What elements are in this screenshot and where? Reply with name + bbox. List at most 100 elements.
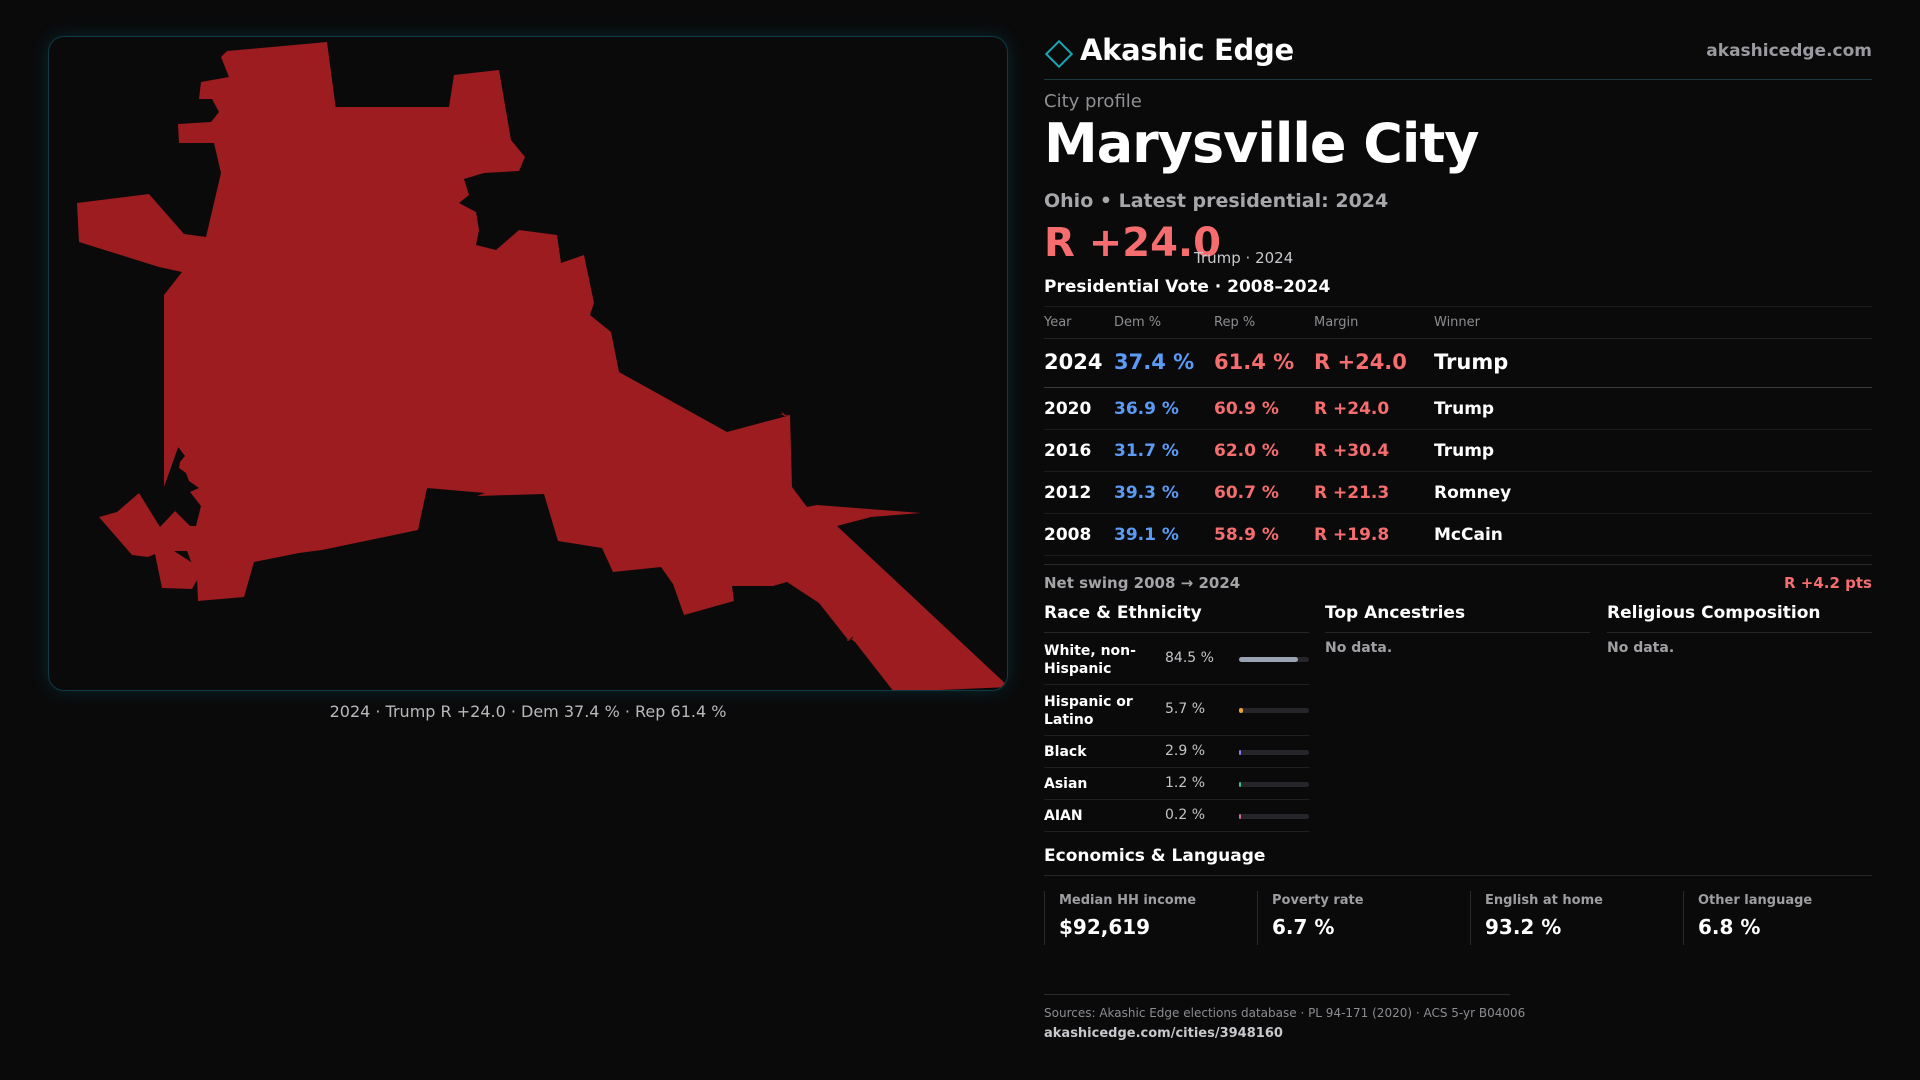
- ancestry-section-title: Top Ancestries: [1325, 603, 1466, 623]
- table-row: 2008 39.1 % 58.9 % R +19.8 McCain: [1044, 514, 1872, 556]
- race-pct: 0.2 %: [1165, 807, 1206, 823]
- race-bar-track: [1239, 657, 1309, 662]
- page-eyebrow: City profile: [1044, 91, 1142, 112]
- religion-divider: [1607, 632, 1872, 633]
- net-swing-value: R +4.2 pts: [1784, 574, 1872, 592]
- table-row: 2016 31.7 % 62.0 % R +30.4 Trump: [1044, 430, 1872, 472]
- row-year: 2016: [1044, 441, 1092, 461]
- race-pct: 5.7 %: [1165, 701, 1206, 717]
- race-label: Black: [1044, 744, 1087, 760]
- stat-value: 6.7 %: [1272, 915, 1335, 939]
- table-row: 2012 39.3 % 60.7 % R +21.3 Romney: [1044, 472, 1872, 514]
- race-pct: 2.9 %: [1165, 743, 1206, 759]
- race-bar-fill: [1239, 750, 1241, 755]
- race-divider: [1044, 632, 1309, 633]
- religion-section-title: Religious Composition: [1607, 603, 1821, 623]
- race-label: Hispanic or Latino: [1044, 694, 1133, 728]
- row-margin: R +24.0: [1314, 350, 1407, 374]
- race-row: Asian 1.2 %: [1044, 768, 1309, 800]
- stat-card-english: English at home 93.2 %: [1470, 891, 1677, 945]
- row-winner: McCain: [1434, 525, 1503, 545]
- col-dem: Dem %: [1114, 315, 1162, 330]
- row-dem: 39.3 %: [1114, 483, 1179, 503]
- race-bar-fill: [1239, 782, 1241, 787]
- net-swing-label: Net swing 2008 → 2024: [1044, 574, 1241, 592]
- race-bar-fill: [1239, 708, 1243, 713]
- diamond-icon: [1044, 39, 1074, 69]
- row-year: 2012: [1044, 483, 1092, 503]
- vote-section-title: Presidential Vote · 2008–2024: [1044, 277, 1331, 297]
- race-label: Asian: [1044, 776, 1088, 792]
- footer-divider: [1044, 994, 1510, 995]
- brand-url-link[interactable]: akashicedge.com: [1706, 41, 1872, 61]
- city-boundary-map: [48, 36, 1008, 691]
- race-list: White, non-Hispanic 84.5 % Hispanic or Lat…: [1044, 634, 1309, 832]
- race-bar-fill: [1239, 814, 1241, 819]
- latest-margin-note: Trump · 2024: [1194, 249, 1294, 267]
- race-row: White, non-Hispanic 84.5 %: [1044, 634, 1309, 685]
- race-pct: 84.5 %: [1165, 650, 1214, 666]
- vote-table: Year Dem % Rep % Margin Winner 2024 37.4…: [1044, 306, 1872, 556]
- city-boundary-shape: [77, 42, 1007, 690]
- sources-note: Sources: Akashic Edge elections database…: [1044, 1006, 1526, 1020]
- row-year: 2024: [1044, 350, 1103, 374]
- row-dem: 31.7 %: [1114, 441, 1179, 461]
- map-caption: 2024 · Trump R +24.0 · Dem 37.4 % · Rep …: [329, 702, 727, 721]
- stat-card-other-language: Other language 6.8 %: [1683, 891, 1890, 945]
- row-rep: 62.0 %: [1214, 441, 1279, 461]
- page-title: Marysville City: [1044, 112, 1479, 175]
- row-year: 2008: [1044, 525, 1092, 545]
- row-margin: R +19.8: [1314, 525, 1390, 545]
- brand-header: Akashic Edge akashicedge.com: [1044, 30, 1872, 80]
- race-section-title: Race & Ethnicity: [1044, 603, 1202, 623]
- table-row: 2020 36.9 % 60.9 % R +24.0 Trump: [1044, 388, 1872, 430]
- economics-cards: Median HH income $92,619 Poverty rate 6.…: [1044, 891, 1872, 945]
- stat-value: 6.8 %: [1698, 915, 1761, 939]
- economics-divider: [1044, 875, 1872, 876]
- row-winner: Trump: [1434, 399, 1495, 419]
- row-rep: 61.4 %: [1214, 350, 1295, 374]
- stat-value: 93.2 %: [1485, 915, 1562, 939]
- stat-value: $92,619: [1059, 915, 1151, 939]
- stat-label: Median HH income: [1059, 893, 1197, 908]
- stat-card-income: Median HH income $92,619: [1044, 891, 1251, 945]
- religion-empty: No data.: [1607, 640, 1675, 656]
- race-row: Black 2.9 %: [1044, 736, 1309, 768]
- row-margin: R +21.3: [1314, 483, 1390, 503]
- footer-url-link[interactable]: akashicedge.com/cities/3948160: [1044, 1026, 1283, 1041]
- stat-label: English at home: [1485, 893, 1603, 908]
- page-subtitle: Ohio • Latest presidential: 2024: [1044, 190, 1389, 212]
- col-margin: Margin: [1314, 315, 1359, 330]
- row-margin: R +30.4: [1314, 441, 1390, 461]
- race-bar-track: [1239, 708, 1309, 713]
- row-dem: 36.9 %: [1114, 399, 1179, 419]
- table-row: 2024 37.4 % 61.4 % R +24.0 Trump: [1044, 339, 1872, 388]
- boundary-polygon: [77, 42, 1007, 690]
- race-label: AIAN: [1044, 808, 1083, 824]
- row-rep: 60.7 %: [1214, 483, 1279, 503]
- race-bar-track: [1239, 814, 1309, 819]
- economics-section-title: Economics & Language: [1044, 846, 1266, 866]
- col-year: Year: [1044, 315, 1072, 330]
- latest-margin: R +24.0: [1044, 220, 1221, 266]
- ancestry-divider: [1325, 632, 1590, 633]
- stat-card-poverty: Poverty rate 6.7 %: [1257, 891, 1464, 945]
- row-winner: Trump: [1434, 441, 1495, 461]
- race-row: Hispanic or Latino 5.7 %: [1044, 685, 1309, 736]
- row-margin: R +24.0: [1314, 399, 1390, 419]
- col-winner: Winner: [1434, 315, 1481, 330]
- row-dem: 37.4 %: [1114, 350, 1195, 374]
- row-dem: 39.1 %: [1114, 525, 1179, 545]
- row-winner: Trump: [1434, 350, 1509, 374]
- stat-label: Poverty rate: [1272, 893, 1364, 908]
- col-rep: Rep %: [1214, 315, 1256, 330]
- race-bar-track: [1239, 750, 1309, 755]
- stat-label: Other language: [1698, 893, 1813, 908]
- race-row: AIAN 0.2 %: [1044, 800, 1309, 832]
- vote-table-header: Year Dem % Rep % Margin Winner: [1044, 307, 1872, 339]
- row-rep: 60.9 %: [1214, 399, 1279, 419]
- net-swing: Net swing 2008 → 2024 R +4.2 pts: [1044, 564, 1872, 594]
- row-rep: 58.9 %: [1214, 525, 1279, 545]
- row-year: 2020: [1044, 399, 1092, 419]
- brand-name: Akashic Edge: [1080, 33, 1294, 67]
